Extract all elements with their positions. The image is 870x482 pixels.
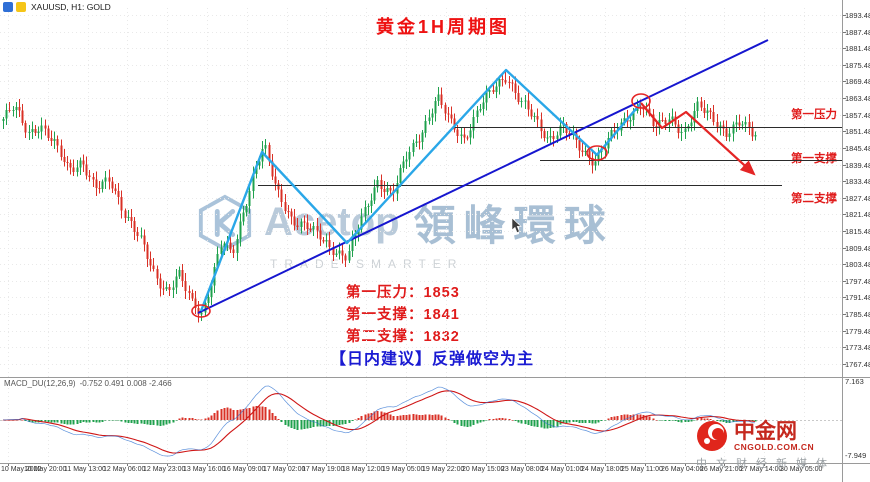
time-axis-label: 30 May 05:00	[780, 466, 823, 473]
price-axis[interactable]: 1893.48 1887.48 1881.48 1875.48 1869.48 1863.…	[845, 0, 870, 370]
time-axis-label: 16 May 09:00	[223, 466, 266, 473]
time-axis-label: 24 May 18:00	[581, 466, 624, 473]
price-axis-label: 1815.48	[845, 227, 870, 236]
price-axis-label: 1887.48	[845, 28, 870, 37]
price-axis-label: 1785.48	[845, 310, 870, 319]
time-axis-label: 13 May 16:00	[183, 466, 226, 473]
price-axis-label: 1893.48	[845, 11, 870, 20]
price-axis-label: 1881.48	[845, 44, 870, 53]
cngold-logo-row: 中金网 CNGOLD.COM.CN	[696, 420, 868, 452]
level-label-resistance1: 第一压力	[791, 109, 837, 121]
price-axis-label: 1833.48	[845, 177, 870, 186]
time-axis-label: 12 May 23:00	[143, 466, 186, 473]
price-axis-label: 1767.48	[845, 360, 870, 369]
level-label-support1: 第一支撑	[791, 153, 837, 165]
time-axis-label: 23 May 08:00	[501, 466, 544, 473]
watermark-cjk: 領峰環球	[414, 192, 614, 253]
annotation-support2: 第二支撑：1832	[346, 329, 460, 345]
price-axis-label: 1791.48	[845, 293, 870, 302]
price-axis-label: 1809.48	[845, 244, 870, 253]
macd-values: -0.752 0.491 0.008 -2.466	[79, 379, 172, 388]
time-axis-label: 19 May 05:00	[382, 466, 425, 473]
indicator-icon[interactable]	[16, 2, 26, 12]
annotation-advice: 【日内建议】反弹做空为主	[330, 351, 535, 368]
time-axis-label: 17 May 19:00	[302, 466, 345, 473]
price-axis-label: 1797.48	[845, 277, 870, 286]
macd-axis-min: -7.949	[845, 451, 867, 460]
macd-indicator-label: MACD_DU(12,26,9) -0.752 0.491 0.008 -2.46…	[4, 379, 172, 388]
price-axis-label: 1857.48	[845, 111, 870, 120]
time-axis-label: 19 May 22:00	[422, 466, 465, 473]
price-axis-label: 1779.48	[845, 327, 870, 336]
time-axis-label: 12 May 06:00	[103, 466, 146, 473]
mouse-cursor	[511, 217, 522, 234]
macd-axis-max: 7.163	[845, 377, 864, 386]
cngold-tagline: 中文财经新媒体	[696, 458, 836, 470]
price-axis-label: 1773.48	[845, 343, 870, 352]
cngold-name: 中金网	[734, 419, 797, 443]
symbol-label: XAUUSD, H1: GOLD	[31, 2, 111, 12]
price-axis-label: 1845.48	[845, 144, 870, 153]
chart-type-icon[interactable]	[3, 2, 13, 12]
price-axis-label: 1821.48	[845, 210, 870, 219]
time-axis-label: 26 May 04:00	[661, 466, 704, 473]
cngold-swirl-icon	[697, 421, 727, 451]
time-axis-label: 26 May 21:00	[700, 466, 743, 473]
symbol-bar: XAUUSD, H1: GOLD	[3, 2, 111, 12]
time-axis-label: 27 May 14:00	[740, 466, 783, 473]
watermark-latin: Acetop	[264, 200, 400, 244]
price-axis-label: 1839.48	[845, 161, 870, 170]
price-axis-label: 1827.48	[845, 194, 870, 203]
time-axis-label: 18 May 12:00	[342, 466, 385, 473]
annotation-support1: 第一支撑：1841	[346, 307, 460, 323]
time-axis[interactable]: 10 May 2022 10 May 20:00 11 May 13:00 12 Ma…	[0, 466, 842, 480]
price-axis-label: 1875.48	[845, 61, 870, 70]
cngold-logo[interactable]: 中金网 CNGOLD.COM.CN 中文财经新媒体	[696, 420, 868, 471]
watermark-tagline: TRADE SMARTER	[270, 257, 464, 271]
price-axis-label: 1803.48	[845, 260, 870, 269]
time-axis-label: 20 May 15:00	[462, 466, 505, 473]
price-axis-label: 1863.48	[845, 94, 870, 103]
time-axis-label: 17 May 02:00	[263, 466, 306, 473]
time-axis-label: 11 May 13:00	[64, 466, 106, 473]
time-axis-label: 10 May 20:00	[24, 466, 67, 473]
price-axis-label: 1869.48	[845, 77, 870, 86]
time-axis-label: 24 May 01:00	[541, 466, 584, 473]
time-axis-label: 10 May 2022	[1, 466, 42, 473]
cngold-domain: CNGOLD.COM.CN	[734, 441, 815, 452]
level-label-support2: 第二支撑	[791, 193, 837, 205]
macd-name: MACD_DU(12,26,9)	[4, 379, 76, 388]
chart-title: 黄金1H周期图	[376, 17, 511, 37]
time-axis-label: 25 May 11:00	[621, 466, 663, 473]
annotation-resistance1: 第一压力：1853	[346, 285, 460, 301]
price-axis-label: 1851.48	[845, 127, 870, 136]
